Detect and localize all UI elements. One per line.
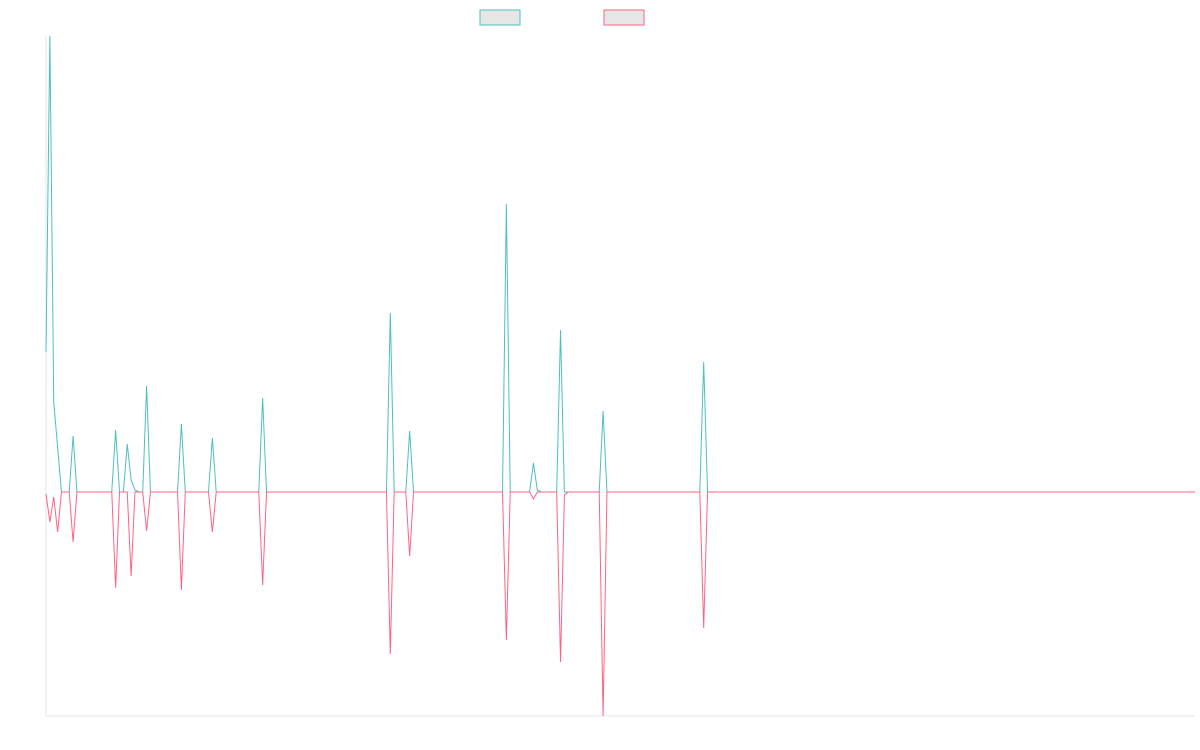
series-line [45, 491, 1195, 717]
series-line [45, 35, 1195, 493]
legend [479, 9, 645, 26]
legend-swatch [603, 9, 645, 26]
legend-swatch [479, 9, 521, 26]
